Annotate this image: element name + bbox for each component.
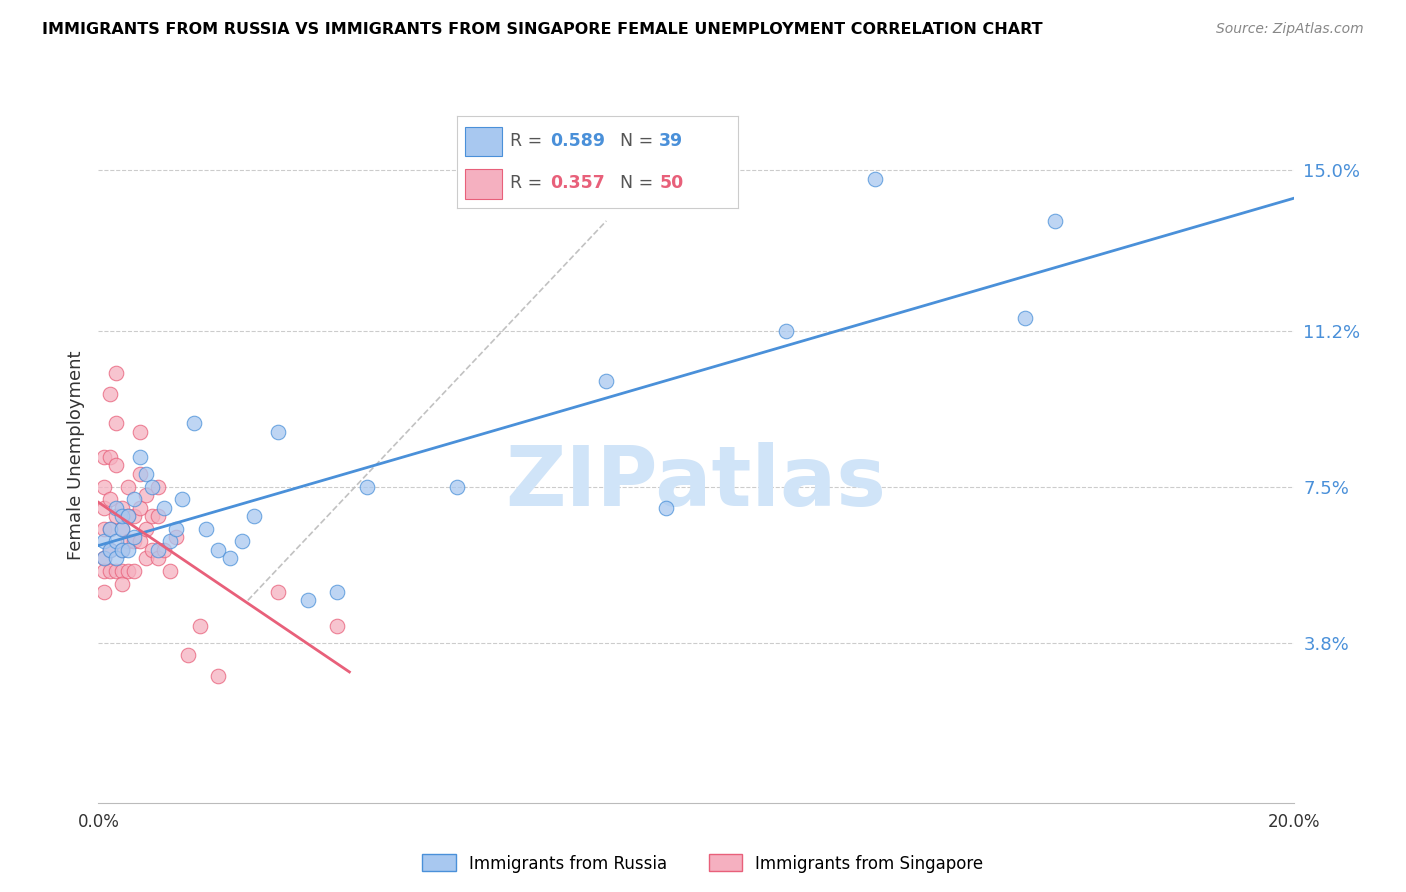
Point [141,542,163,557]
Legend: Immigrants from Russia, Immigrants from Singapore: Immigrants from Russia, Immigrants from … [416,847,990,880]
Point [148,551,170,566]
Point [93,551,115,566]
Point [141,509,163,524]
Point [1043,214,1066,228]
Point [117,509,139,524]
Point [135,488,157,502]
Point [117,479,139,493]
Point [159,564,181,578]
Point [98,542,122,557]
Point [135,551,157,566]
Point [775,324,797,338]
Point [1014,310,1036,325]
Point [105,534,128,549]
Point [207,669,229,683]
Point [129,425,152,439]
Y-axis label: Female Unemployment: Female Unemployment [66,351,84,559]
Point [177,648,200,663]
Point [105,366,128,380]
Point [93,585,115,599]
Text: Source: ZipAtlas.com: Source: ZipAtlas.com [1216,22,1364,37]
Point [111,564,134,578]
Point [98,386,122,401]
Point [446,479,468,493]
Point [188,618,211,632]
Point [111,542,134,557]
Point [98,522,122,536]
Point [124,530,146,544]
Point [129,450,152,464]
Point [93,564,115,578]
Point [148,479,170,493]
Point [105,564,128,578]
Point [148,542,170,557]
Point [297,593,319,607]
Point [105,458,128,473]
Point [135,522,157,536]
Point [93,534,115,549]
Point [111,522,134,536]
Point [267,585,290,599]
Point [111,542,134,557]
Point [117,564,139,578]
Point [111,509,134,524]
Point [219,551,242,566]
Point [98,564,122,578]
Point [183,417,205,431]
Point [194,522,218,536]
Point [98,492,122,507]
Point [231,534,253,549]
Point [117,542,139,557]
Text: IMMIGRANTS FROM RUSSIA VS IMMIGRANTS FROM SINGAPORE FEMALE UNEMPLOYMENT CORRELAT: IMMIGRANTS FROM RUSSIA VS IMMIGRANTS FRO… [42,22,1043,37]
Point [148,509,170,524]
Point [159,534,181,549]
Point [129,534,152,549]
Point [124,534,146,549]
Point [595,374,617,388]
Point [111,500,134,515]
Point [655,500,678,515]
Point [98,522,122,536]
Point [326,585,349,599]
Point [93,522,115,536]
Point [165,530,187,544]
Point [172,492,194,507]
Point [93,500,115,515]
Point [117,509,139,524]
Point [267,425,290,439]
Point [153,500,176,515]
Point [124,492,146,507]
Point [129,467,152,481]
Point [105,509,128,524]
Point [141,479,163,493]
Point [98,450,122,464]
Point [124,509,146,524]
Point [111,522,134,536]
Point [93,551,115,566]
Point [207,542,229,557]
Point [105,500,128,515]
Point [117,534,139,549]
Point [129,500,152,515]
Point [165,522,187,536]
Point [153,542,176,557]
Point [243,509,266,524]
Text: ZIPatlas: ZIPatlas [506,442,886,524]
Point [356,479,378,493]
Point [111,576,134,591]
Point [105,551,128,566]
Point [98,542,122,557]
Point [865,171,887,186]
Point [326,618,349,632]
Point [124,564,146,578]
Point [93,479,115,493]
Point [135,467,157,481]
Point [93,450,115,464]
Point [105,417,128,431]
